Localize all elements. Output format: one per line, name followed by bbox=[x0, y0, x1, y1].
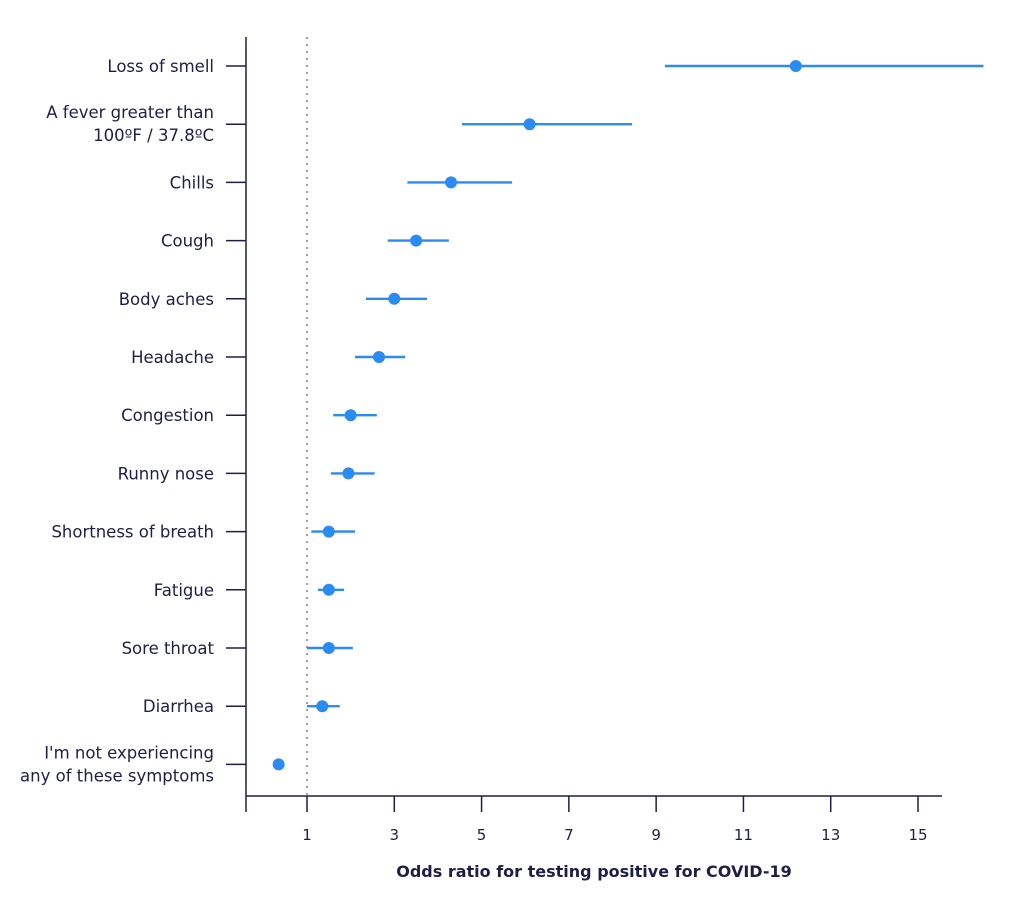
x-tick-label: 7 bbox=[564, 826, 574, 844]
odds-ratio-point bbox=[445, 176, 458, 189]
category-label: Loss of smell bbox=[107, 57, 214, 76]
category-label: Shortness of breath bbox=[51, 523, 214, 542]
category-label: Fatigue bbox=[154, 581, 214, 600]
odds-ratio-point bbox=[789, 60, 802, 72]
odds-ratio-point bbox=[322, 525, 335, 538]
category-label: Chills bbox=[170, 173, 214, 192]
category-label: Headache bbox=[131, 348, 214, 367]
x-tick-label: 13 bbox=[821, 826, 840, 844]
category-label: Cough bbox=[161, 232, 214, 251]
category-label: I'm not experiencing bbox=[44, 743, 214, 762]
category-label: Diarrhea bbox=[143, 697, 214, 716]
odds-ratio-point bbox=[410, 234, 423, 247]
odds-ratio-point bbox=[322, 583, 335, 596]
x-tick-label: 3 bbox=[390, 826, 400, 844]
category-label: Runny nose bbox=[118, 464, 214, 483]
x-tick-label: 5 bbox=[477, 826, 487, 844]
odds-ratio-point bbox=[344, 409, 357, 422]
odds-ratio-point bbox=[523, 118, 536, 131]
odds-ratio-point bbox=[272, 758, 285, 771]
x-tick-label: 15 bbox=[908, 826, 927, 844]
category-label: A fever greater than bbox=[46, 103, 214, 122]
category-label: Sore throat bbox=[122, 639, 215, 658]
category-label: 100ºF / 37.8ºC bbox=[93, 126, 214, 145]
odds-ratio-point bbox=[316, 700, 329, 713]
x-axis-title: Odds ratio for testing positive for COVI… bbox=[396, 862, 792, 881]
category-label: Body aches bbox=[119, 290, 214, 309]
odds-ratio-point bbox=[373, 351, 386, 363]
x-tick-label: 1 bbox=[302, 826, 312, 844]
category-label: Congestion bbox=[121, 406, 214, 425]
odds-ratio-point bbox=[322, 642, 335, 654]
odds-ratio-point bbox=[388, 292, 401, 305]
odds-ratio-point bbox=[342, 467, 355, 480]
x-tick-label: 11 bbox=[734, 826, 753, 844]
category-label: any of these symptoms bbox=[20, 766, 214, 785]
x-tick-label: 9 bbox=[651, 826, 661, 844]
